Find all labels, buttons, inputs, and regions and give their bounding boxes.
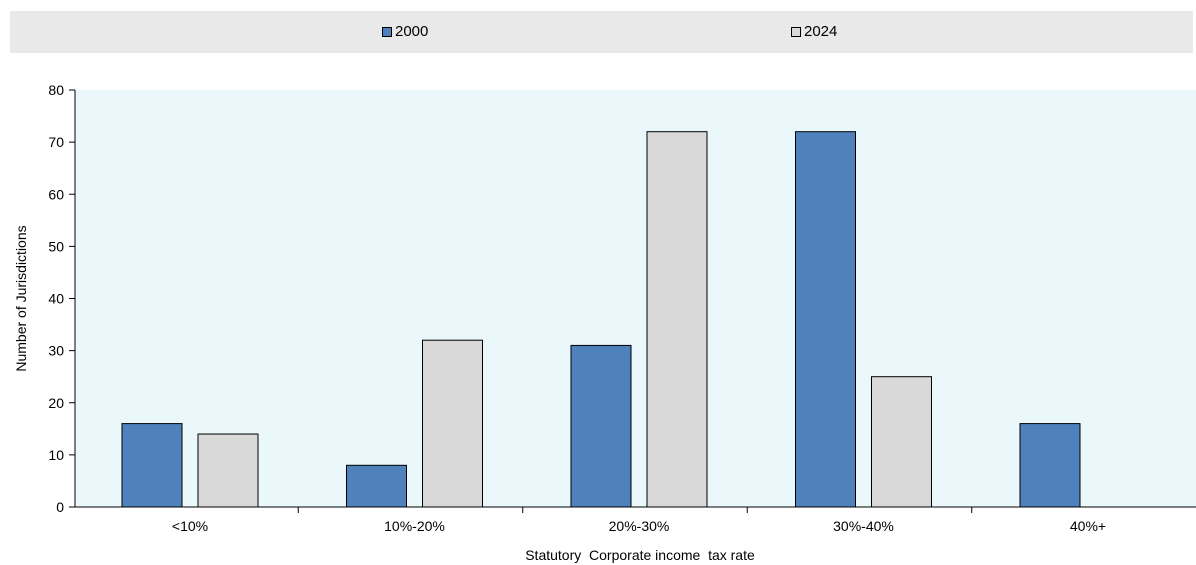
y-tick-label: 30 <box>48 343 64 359</box>
x-tick-label: <10% <box>172 518 208 534</box>
bar-2024-0 <box>198 434 258 507</box>
y-tick-label: 40 <box>48 291 64 307</box>
bar-2000-4 <box>1020 424 1080 507</box>
bar-2024-1 <box>423 340 483 507</box>
x-tick-label: 20%-30% <box>609 518 670 534</box>
bar-2024-2 <box>647 132 707 507</box>
y-tick-label: 20 <box>48 395 64 411</box>
x-tick-label: 30%-40% <box>833 518 894 534</box>
y-tick-label: 0 <box>56 499 64 515</box>
bar-2000-3 <box>796 132 856 507</box>
x-tick-label: 40%+ <box>1070 518 1106 534</box>
x-tick-label: 10%-20% <box>384 518 445 534</box>
bar-2000-2 <box>571 345 631 507</box>
y-tick-label: 60 <box>48 186 64 202</box>
bar-2024-3 <box>872 377 932 507</box>
y-tick-label: 50 <box>48 238 64 254</box>
x-axis-title: Statutory Corporate income tax rate <box>525 547 755 563</box>
y-tick-label: 10 <box>48 447 64 463</box>
y-axis-title: Number of Jurisdictions <box>13 225 29 371</box>
bar-2000-1 <box>347 465 407 507</box>
bar-2000-0 <box>122 424 182 507</box>
y-tick-label: 70 <box>48 134 64 150</box>
y-tick-label: 80 <box>48 82 64 98</box>
